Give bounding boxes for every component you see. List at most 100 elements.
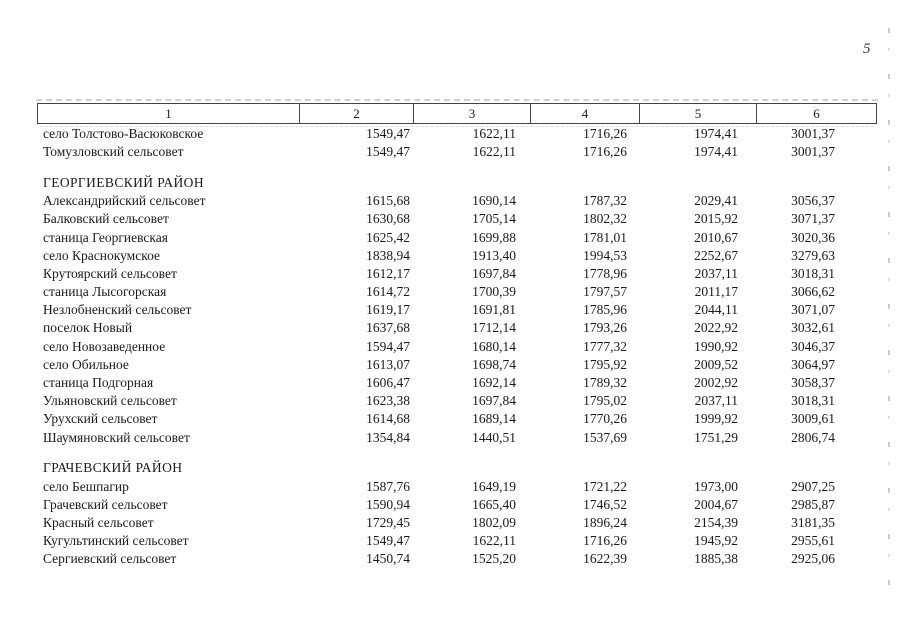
district-name: ГРАЧЕВСКИЙ РАЙОН (43, 460, 183, 476)
value-cell: 2955,61 (791, 533, 835, 549)
table-row: Томузловский сельсовет 1549,47 1622,11 1716… (37, 143, 877, 161)
value-cell: 1945,92 (694, 533, 738, 549)
value-cell: 1746,52 (583, 496, 627, 512)
column-header-4: 4 (531, 104, 640, 123)
locality-name: станица Подгорная (43, 375, 154, 391)
value-cell: 1781,01 (583, 229, 627, 245)
value-cell: 1913,40 (472, 247, 516, 263)
section-header-row: ГРАЧЕВСКИЙ РАЙОН (37, 459, 877, 477)
table-row: село Бешпагир 1587,76 1649,19 1721,22 1973,0… (37, 478, 877, 496)
spacer-row (37, 161, 877, 174)
table-row: Крутоярский сельсовет 1612,17 1697,84 1778,… (37, 265, 877, 283)
value-cell: 1612,17 (366, 265, 410, 281)
spacer-row (37, 447, 877, 460)
value-cell: 1450,74 (366, 551, 410, 567)
table-row: село Обильное 1613,07 1698,74 1795,92 2009,5… (37, 356, 877, 374)
value-cell: 1777,32 (583, 338, 627, 354)
value-cell: 3279,63 (791, 247, 835, 263)
locality-name: Грачевский сельсовет (43, 496, 168, 512)
column-header-2: 2 (300, 104, 414, 123)
value-cell: 1751,29 (694, 429, 738, 445)
value-cell: 1793,26 (583, 320, 627, 336)
value-cell: 1697,84 (472, 393, 516, 409)
value-cell: 1716,26 (583, 126, 627, 141)
table-row: Грачевский сельсовет 1590,94 1665,40 1746,5… (37, 496, 877, 514)
value-cell: 3058,37 (791, 375, 835, 391)
value-cell: 3020,36 (791, 229, 835, 245)
value-cell: 2015,92 (694, 211, 738, 227)
value-cell: 3001,37 (791, 144, 835, 160)
locality-name: село Толстово-Васюковское (43, 126, 204, 141)
district-name: ГЕОРГИЕВСКИЙ РАЙОН (43, 174, 204, 190)
value-cell: 3032,61 (791, 320, 835, 336)
table-row: Урухский сельсовет 1614,68 1689,14 1770,26 1… (37, 410, 877, 428)
value-cell: 1838,94 (366, 247, 410, 263)
section-header-row: ГЕОРГИЕВСКИЙ РАЙОН (37, 174, 877, 192)
value-cell: 3056,37 (791, 193, 835, 209)
value-cell: 1697,84 (472, 265, 516, 281)
table-row: Шаумяновский сельсовет 1354,84 1440,51 1537… (37, 429, 877, 447)
value-cell: 3071,07 (791, 302, 835, 318)
locality-name: село Обильное (43, 356, 129, 372)
value-cell: 2044,11 (694, 302, 738, 318)
table-row: станица Лысогорская 1614,72 1700,39 1797,57… (37, 283, 877, 301)
table-row: станица Георгиевская 1625,42 1699,88 1781,0… (37, 229, 877, 247)
value-cell: 1990,92 (694, 338, 738, 354)
value-cell: 3064,97 (791, 356, 835, 372)
value-cell: 1692,14 (472, 375, 516, 391)
value-cell: 3066,62 (791, 284, 835, 300)
value-cell: 1896,24 (583, 514, 627, 530)
value-cell: 3046,37 (791, 338, 835, 354)
value-cell: 2029,41 (694, 193, 738, 209)
value-cell: 2154,39 (694, 514, 738, 530)
table-row: Александрийский сельсовет 1615,68 1690,14 1… (37, 192, 877, 210)
value-cell: 1587,76 (366, 478, 410, 494)
value-cell: 1549,47 (366, 533, 410, 549)
table-row: Кугультинский сельсовет 1549,47 1622,11 171… (37, 532, 877, 550)
locality-name: Урухский сельсовет (43, 411, 158, 427)
locality-name: Кугультинский сельсовет (43, 533, 189, 549)
value-cell: 2985,87 (791, 496, 835, 512)
table-row: Красный сельсовет 1729,45 1802,09 1896,24 21… (37, 514, 877, 532)
value-cell: 1999,92 (694, 411, 738, 427)
page-number: 5 (863, 41, 871, 57)
table-row: поселок Новый 1637,68 1712,14 1793,26 2022,9… (37, 319, 877, 337)
table-row: Сергиевский сельсовет 1450,74 1525,20 1622,… (37, 550, 877, 568)
value-cell: 3071,37 (791, 211, 835, 227)
table-row: Ульяновский сельсовет 1623,38 1697,84 1795,… (37, 392, 877, 410)
locality-name: станица Лысогорская (43, 284, 167, 300)
locality-name: село Краснокумское (43, 247, 160, 263)
locality-name: село Бешпагир (43, 478, 129, 494)
locality-name: Незлобненский сельсовет (43, 302, 192, 318)
column-header-6: 6 (813, 105, 820, 121)
locality-name: Сергиевский сельсовет (43, 551, 177, 567)
value-cell: 1440,51 (472, 429, 516, 445)
value-cell: 3181,35 (791, 514, 835, 530)
locality-name: Томузловский сельсовет (43, 144, 184, 160)
locality-name: Ульяновский сельсовет (43, 393, 177, 409)
value-cell: 1699,88 (472, 229, 516, 245)
value-cell: 1665,40 (472, 496, 516, 512)
locality-name: Крутоярский сельсовет (43, 265, 177, 281)
value-cell: 2004,67 (694, 496, 738, 512)
locality-name: Шаумяновский сельсовет (43, 429, 190, 445)
value-cell: 1537,69 (583, 429, 627, 445)
value-cell: 1778,96 (583, 265, 627, 281)
value-cell: 2002,92 (694, 375, 738, 391)
value-cell: 1691,81 (472, 302, 516, 318)
value-cell: 1795,02 (583, 393, 627, 409)
value-cell: 1680,14 (472, 338, 516, 354)
value-cell: 3001,37 (791, 126, 835, 141)
table-row: Незлобненский сельсовет 1619,17 1691,81 178… (37, 301, 877, 319)
column-header-5: 5 (640, 104, 757, 123)
value-cell: 1885,38 (694, 551, 738, 567)
value-cell: 1802,32 (583, 211, 627, 227)
value-cell: 1690,14 (472, 193, 516, 209)
value-cell: 3009,61 (791, 411, 835, 427)
value-cell: 2907,25 (791, 478, 835, 494)
value-cell: 1619,17 (366, 302, 410, 318)
value-cell: 1721,22 (583, 478, 627, 494)
column-header-3: 3 (414, 104, 531, 123)
value-cell: 1716,26 (583, 533, 627, 549)
value-cell: 1716,26 (583, 144, 627, 160)
